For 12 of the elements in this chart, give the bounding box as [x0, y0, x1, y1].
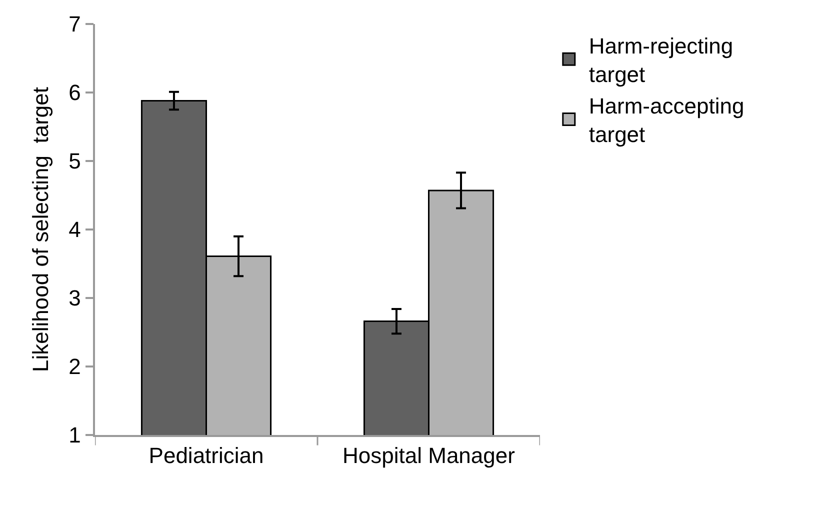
y-tick-label: 7	[68, 12, 81, 37]
y-axis-title: Likelihood of selecting target	[28, 87, 53, 372]
legend-label: Harm-accepting target	[588, 94, 744, 148]
y-tick-label: 1	[68, 422, 81, 448]
legend-label: Harm-rejecting target	[588, 33, 734, 87]
y-tick-label: 6	[68, 80, 81, 106]
y-tick-label: 2	[68, 354, 81, 380]
x-tick-label: Pediatrician	[148, 443, 264, 468]
y-tick-label: 4	[68, 217, 81, 242]
x-tick-label: Hospital Manager	[342, 443, 515, 468]
y-tick-label: 5	[68, 148, 81, 174]
y-tick-label: 3	[68, 286, 81, 311]
